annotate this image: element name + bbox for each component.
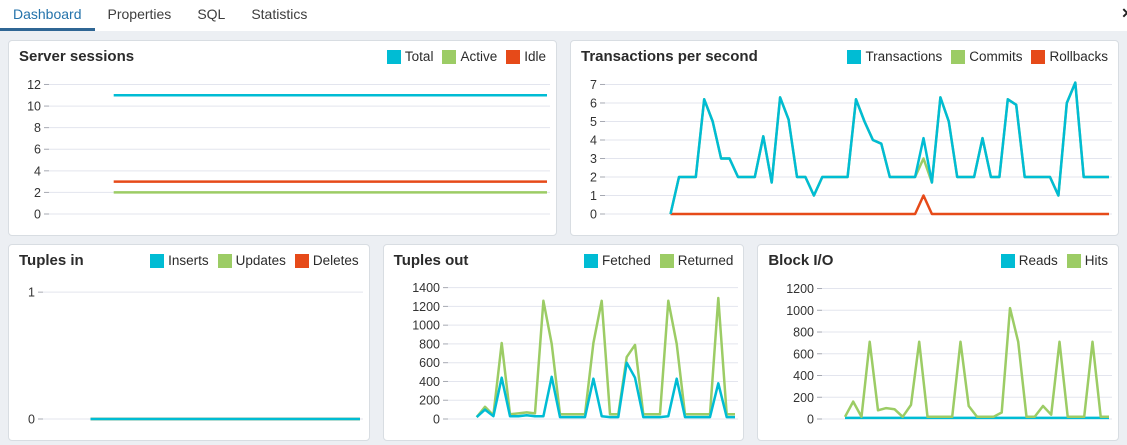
tab-bar: Dashboard Properties SQL Statistics ✕	[0, 0, 1127, 31]
svg-text:12: 12	[27, 78, 41, 92]
legend-swatch-icon	[584, 253, 599, 268]
panel-title: Tuples out	[393, 252, 469, 269]
svg-text:1200: 1200	[787, 282, 815, 296]
legend-swatch-icon	[951, 49, 966, 64]
svg-text:5: 5	[590, 115, 597, 129]
svg-text:1000: 1000	[787, 304, 815, 318]
panel-block-io: Block I/O Reads Hits 0 200 400 600 800 1000 120…	[757, 244, 1120, 441]
legend-swatch-icon	[442, 49, 457, 64]
svg-text:4: 4	[34, 164, 41, 178]
legend-swatch-icon	[294, 253, 309, 268]
svg-text:800: 800	[793, 326, 814, 340]
legend-item: Total	[386, 49, 433, 64]
legend-item: Transactions	[847, 49, 942, 64]
svg-text:6: 6	[590, 96, 597, 110]
legend-item: Returned	[659, 253, 733, 268]
chart-tuples-out: 0 200 400 600 800 1000 1200 1400	[392, 278, 739, 435]
svg-text:200: 200	[793, 391, 814, 405]
legend-swatch-icon	[659, 253, 674, 268]
legend-item: Hits	[1066, 253, 1108, 268]
dashboard-content: Server sessions Total Active Idle 0 2 4 6 8 10 1…	[0, 31, 1127, 445]
svg-text:0: 0	[590, 208, 597, 222]
panel-transactions-per-second: Transactions per second Transactions Comm…	[570, 40, 1119, 236]
svg-text:1: 1	[28, 286, 35, 300]
chart-transactions-per-second: 0 1 2 3 4 5 6 7	[579, 74, 1113, 230]
svg-text:600: 600	[419, 356, 440, 370]
panel-title: Transactions per second	[581, 48, 758, 65]
panel-title: Block I/O	[768, 252, 834, 269]
panel-server-sessions: Server sessions Total Active Idle 0 2 4 6 8 10 1…	[8, 40, 557, 236]
svg-text:400: 400	[793, 369, 814, 383]
legend-swatch-icon	[1066, 253, 1081, 268]
svg-text:3: 3	[590, 152, 597, 166]
svg-text:0: 0	[28, 413, 35, 427]
svg-text:6: 6	[34, 143, 41, 157]
legend: Inserts Updates Deletes	[150, 253, 359, 268]
legend-item: Idle	[506, 49, 546, 64]
legend-swatch-icon	[150, 253, 165, 268]
legend-item: Commits	[951, 49, 1022, 64]
svg-text:4: 4	[590, 133, 597, 147]
svg-text:800: 800	[419, 337, 440, 351]
charts-row-1: Server sessions Total Active Idle 0 2 4 6 8 10 1…	[8, 40, 1119, 236]
svg-text:0: 0	[433, 413, 440, 427]
tab-dashboard[interactable]: Dashboard	[0, 0, 95, 31]
legend-item: Fetched	[584, 253, 651, 268]
legend-item: Rollbacks	[1031, 49, 1108, 64]
svg-text:400: 400	[419, 375, 440, 389]
legend: Fetched Returned	[584, 253, 733, 268]
svg-text:600: 600	[793, 347, 814, 361]
svg-text:1400: 1400	[412, 281, 440, 295]
legend: Reads Hits	[1000, 253, 1108, 268]
legend-swatch-icon	[506, 49, 521, 64]
close-icon[interactable]: ✕	[1121, 5, 1127, 22]
panel-title: Server sessions	[19, 48, 135, 65]
legend-swatch-icon	[217, 253, 232, 268]
tab-statistics[interactable]: Statistics	[251, 6, 308, 22]
tab-properties[interactable]: Properties	[107, 6, 172, 22]
svg-text:1: 1	[590, 189, 597, 203]
svg-text:200: 200	[419, 394, 440, 408]
legend-swatch-icon	[386, 49, 401, 64]
svg-text:2: 2	[34, 186, 41, 200]
legend-swatch-icon	[847, 49, 862, 64]
legend-item: Deletes	[294, 253, 359, 268]
svg-text:0: 0	[34, 208, 41, 222]
legend-item: Inserts	[150, 253, 209, 268]
legend-item: Reads	[1000, 253, 1058, 268]
legend: Transactions Commits Rollbacks	[847, 49, 1108, 64]
svg-text:0: 0	[807, 413, 814, 427]
legend: Total Active Idle	[386, 49, 546, 64]
chart-block-io: 0 200 400 600 800 1000 1200	[766, 278, 1113, 435]
svg-text:1200: 1200	[412, 300, 440, 314]
svg-text:1000: 1000	[412, 319, 440, 333]
panel-title: Tuples in	[19, 252, 84, 269]
svg-text:10: 10	[27, 100, 41, 114]
legend-swatch-icon	[1000, 253, 1015, 268]
tab-sql[interactable]: SQL	[197, 6, 226, 22]
legend-swatch-icon	[1031, 49, 1046, 64]
chart-server-sessions: 0 2 4 6 8 10 12	[17, 74, 551, 230]
svg-text:2: 2	[590, 170, 597, 184]
svg-text:8: 8	[34, 121, 41, 135]
legend-item: Updates	[217, 253, 286, 268]
panel-tuples-out: Tuples out Fetched Returned 0 200 400 600 800…	[382, 244, 745, 441]
svg-text:7: 7	[590, 78, 597, 92]
legend-item: Active	[442, 49, 497, 64]
